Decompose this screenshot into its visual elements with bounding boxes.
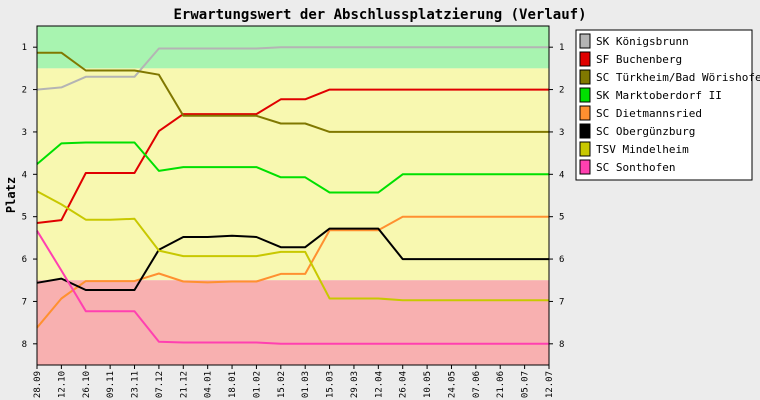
legend-label-5: SC Dietmannsried [596,107,702,120]
y-tick-label-right: 4 [559,170,564,180]
series-line-6 [36,227,549,291]
y-axis-ticks: 1 1 2 2 3 3 4 4 5 5 6 6 7 7 8 8 [22,43,565,350]
x-tick-label: 21.06 [496,371,506,398]
background-band-3 [37,280,549,365]
plot-frame [36,25,550,366]
x-tick-label: 01.02 [252,371,262,398]
y-tick-label-left: 2 [22,86,27,96]
series-line-3 [37,51,549,133]
x-tick-label: 29.03 [350,371,360,398]
y-tick-label-right: 5 [559,213,564,223]
x-tick-label: 07.12 [155,371,165,398]
y-tick-label-left: 8 [22,340,27,350]
y-axis-label: Platz [4,177,18,213]
legend-swatch-1 [579,33,591,49]
x-tick-label: 23.11 [131,371,141,398]
legend-swatch-2 [579,51,591,67]
legend-swatch-7 [579,141,591,157]
legend-label-8: SC Sonthofen [596,161,675,174]
series-line-5 [36,215,549,329]
x-tick-label: 26.04 [399,371,409,398]
x-tick-label: 12.07 [545,371,555,398]
x-tick-label: 18.01 [228,371,238,398]
x-tick-label: 15.03 [326,371,336,398]
y-tick-label-left: 5 [22,213,27,223]
legend-box [575,29,753,181]
series-line-1 [36,46,549,91]
series-line-2 [36,88,549,224]
chart-title: Erwartungswert der Abschlussplatzierung … [173,7,586,23]
y-tick-label-left: 3 [22,128,27,138]
series-line-7 [36,190,549,302]
y-tick-label-left: 6 [22,255,27,265]
x-tick-label: 26.10 [82,371,92,398]
legend-swatch-3 [579,69,591,85]
legend-label-6: SC Obergünzburg [596,125,695,138]
legend-swatch-4 [579,87,591,103]
legend-label-7: TSV Mindelheim [596,143,689,156]
x-tick-label: 01.03 [301,371,311,398]
x-tick-label: 07.06 [472,371,482,398]
x-tick-label: 28.09 [33,371,43,398]
y-tick-label-left: 4 [22,170,27,180]
x-axis-ticks: 28.09 12.10 26.10 09.11 23.11 07.12 21.12 04.01… [33,365,555,398]
legend-label-1: SK Königsbrunn [596,35,689,48]
y-tick-label-left: 7 [22,297,27,307]
legend-label-4: SK Marktoberdorf II [596,89,722,102]
y-tick-label-right: 2 [559,86,564,96]
x-tick-label: 12.04 [374,371,384,398]
x-tick-label: 21.12 [179,371,189,398]
y-tick-label-right: 3 [559,128,564,138]
x-tick-label: 24.05 [447,371,457,398]
x-tick-label: 09.11 [106,371,116,398]
x-tick-label: 10.05 [423,371,433,398]
legend-label-3: SC Türkheim/Bad Wörishofen [596,71,760,84]
legend: SK Königsbrunn SF Buchenberg SC Türkheim/B… [575,29,760,181]
x-tick-label: 15.02 [277,371,287,398]
legend-swatch-6 [579,123,591,139]
x-tick-label: 05.07 [521,371,531,398]
legend-swatch-8 [579,159,591,175]
x-tick-label: 12.10 [57,371,67,398]
y-tick-label-right: 8 [559,340,564,350]
series-lines [36,46,549,345]
series-line-8 [36,230,549,345]
legend-label-2: SF Buchenberg [596,53,682,66]
y-tick-label-right: 1 [559,43,564,53]
series-line-4 [36,141,549,194]
y-tick-label-right: 7 [559,297,564,307]
legend-swatch-5 [579,105,591,121]
y-tick-label-left: 1 [22,43,27,53]
x-tick-label: 04.01 [204,371,214,398]
y-tick-label-right: 6 [559,255,564,265]
